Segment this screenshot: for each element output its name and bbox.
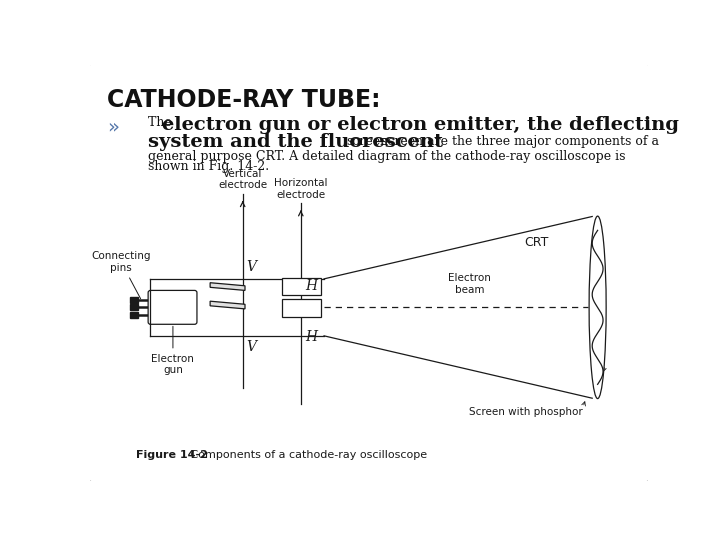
Text: Horizontal
electrode: Horizontal electrode [274,178,328,200]
Text: Components of a cathode-ray oscilloscope: Components of a cathode-ray oscilloscope [180,450,427,460]
Text: Electron
beam: Electron beam [449,273,491,295]
Text: V: V [246,340,256,354]
Text: L: L [594,297,601,307]
Text: H: H [305,279,318,293]
Text: screen: screen [346,135,389,148]
Text: Electron
gun: Electron gun [151,326,194,375]
Text: Vertical
electrode: Vertical electrode [218,168,267,190]
Bar [282,299,321,316]
Text: Figure 14-2: Figure 14-2 [137,450,208,460]
FancyBboxPatch shape [89,63,649,482]
Bar [282,278,321,295]
Bar [130,296,138,303]
Text: V: V [246,260,256,274]
Text: shown in Fig. 14-2.: shown in Fig. 14-2. [148,160,269,173]
Text: The: The [148,116,176,129]
Text: H: H [305,329,318,343]
Bar [130,312,138,318]
Text: screen are the three major components of a: screen are the three major components of… [377,135,659,148]
Text: electron gun or electron emitter, the deflecting: electron gun or electron emitter, the de… [162,116,679,133]
Text: system and the fluorescent: system and the fluorescent [148,132,443,151]
Text: CATHODE-RAY TUBE:: CATHODE-RAY TUBE: [107,88,381,112]
Polygon shape [210,301,245,309]
Text: general purpose CRT. A detailed diagram of the cathode-ray oscilloscope is: general purpose CRT. A detailed diagram … [148,150,626,163]
Text: CRT: CRT [524,236,549,249]
Bar [130,304,138,310]
Ellipse shape [589,216,606,399]
Text: »: » [107,117,119,136]
Text: Connecting
pins: Connecting pins [91,251,150,299]
FancyBboxPatch shape [148,291,197,325]
Polygon shape [210,283,245,291]
Text: Screen with phosphor: Screen with phosphor [469,408,583,417]
